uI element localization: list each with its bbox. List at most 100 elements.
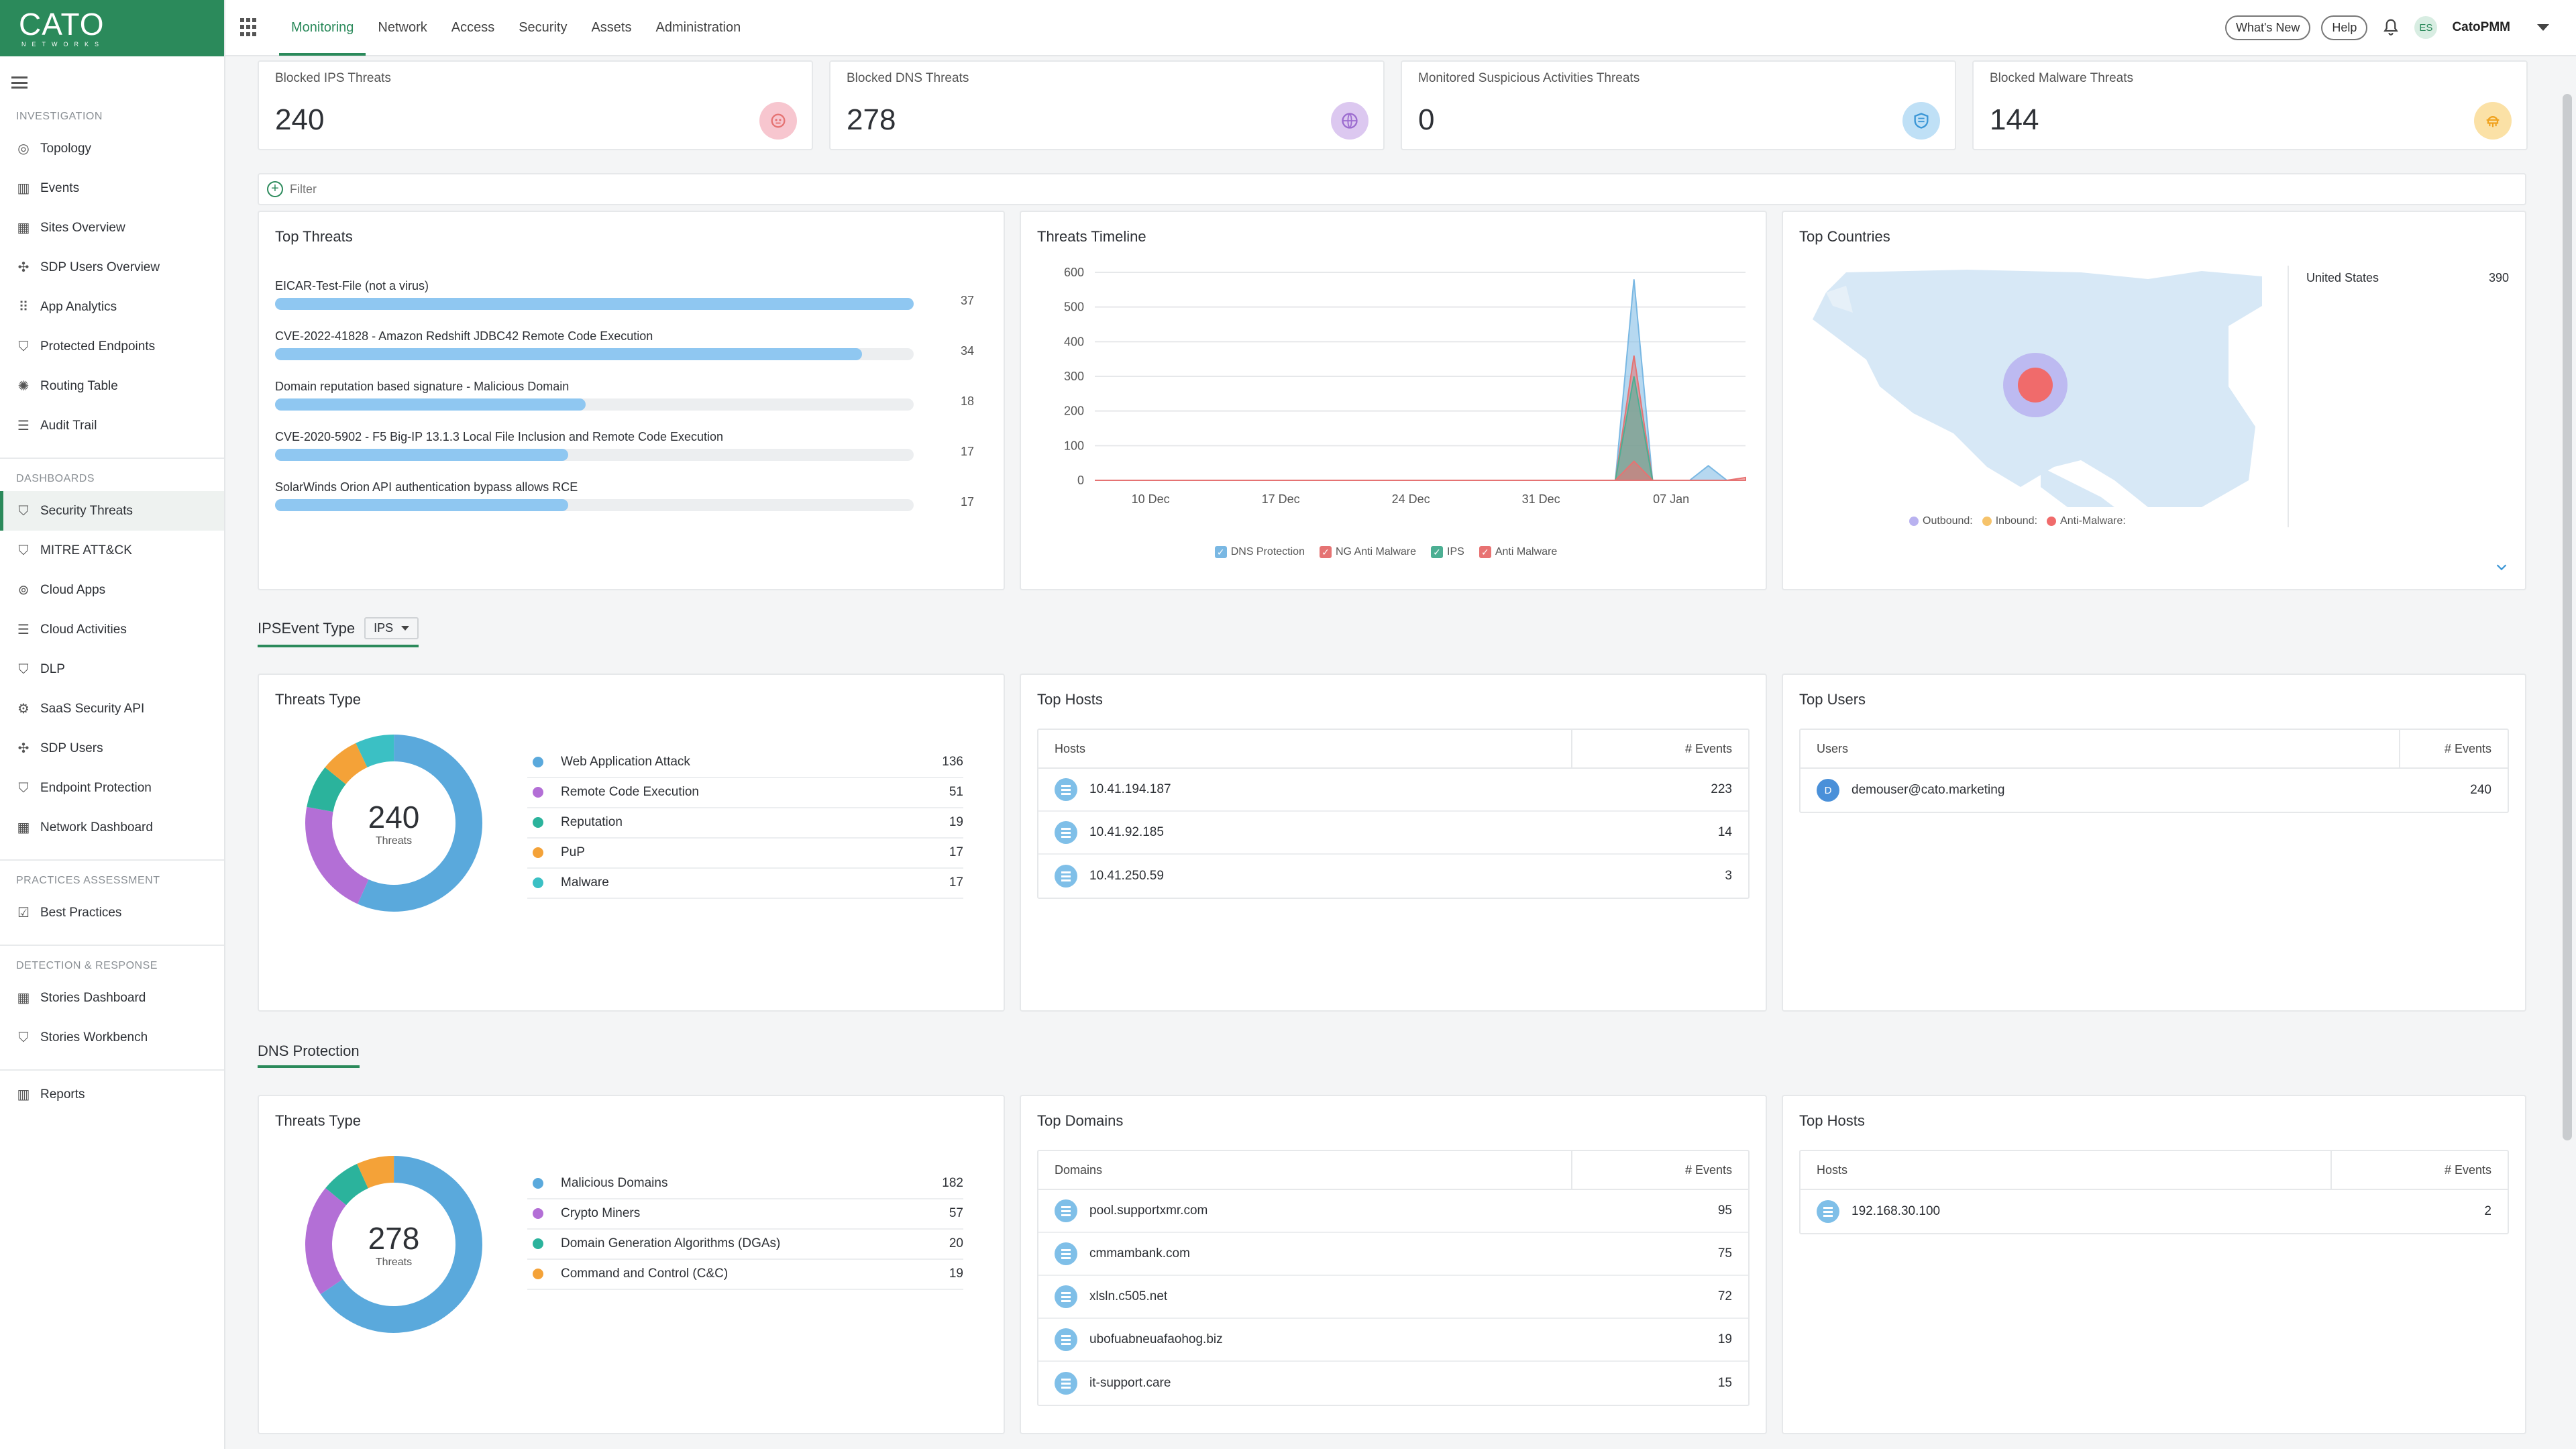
page-scrollbar[interactable] — [2559, 56, 2576, 1449]
legend-row[interactable]: Remote Code Execution 51 — [527, 777, 963, 808]
col-hosts[interactable]: Hosts — [1817, 1163, 1848, 1177]
tab-security[interactable]: Security — [519, 20, 568, 35]
bell-icon[interactable] — [2381, 17, 2401, 38]
world-map[interactable] — [1799, 266, 2269, 507]
table-row[interactable]: 10.41.92.185 14 — [1038, 812, 1748, 855]
col-users[interactable]: Users — [1817, 741, 1849, 755]
stat-card[interactable]: Blocked Malware Threats 144 — [1972, 60, 2528, 150]
filter-bar[interactable]: + Filter — [258, 173, 2526, 205]
sidebar-item-events[interactable]: ▥ Events — [0, 168, 224, 208]
chevron-down-icon[interactable] — [2494, 559, 2509, 574]
table-row[interactable]: it-support.care 15 — [1038, 1362, 1748, 1405]
legend-row[interactable]: Malicious Domains 182 — [527, 1169, 963, 1199]
sidebar-item-endpoint-protection[interactable]: ⛉ Endpoint Protection — [0, 768, 224, 808]
legend-row[interactable]: Malware 17 — [527, 868, 963, 899]
legend-item[interactable]: ✓ Anti Malware — [1479, 546, 1557, 558]
legend-row[interactable]: Reputation 19 — [527, 808, 963, 839]
sidebar-item-app-analytics[interactable]: ⠿ App Analytics — [0, 287, 224, 327]
sidebar-item-stories-workbench[interactable]: ⛉ Stories Workbench — [0, 1018, 224, 1057]
sidebar-item-best-practices[interactable]: ☑ Best Practices — [0, 893, 224, 932]
sidebar-item-topology[interactable]: ◎ Topology — [0, 129, 224, 168]
table-row[interactable]: 10.41.250.59 3 — [1038, 855, 1748, 898]
sidebar-item-mitre-att-ck[interactable]: ⛉ MITRE ATT&CK — [0, 531, 224, 570]
chevron-down-icon[interactable] — [2537, 24, 2549, 31]
cato-logo[interactable]: CATO NETWORKS — [0, 0, 224, 56]
table-row[interactable]: xlsln.c505.net 72 — [1038, 1276, 1748, 1319]
donut-slice[interactable] — [305, 1187, 347, 1295]
donut-slice[interactable] — [325, 743, 368, 785]
donut-slice[interactable] — [320, 1156, 482, 1333]
ips-threats-donut[interactable] — [303, 733, 484, 914]
donut-slice[interactable] — [358, 735, 482, 912]
tab-network[interactable]: Network — [378, 20, 427, 35]
donut-slice[interactable] — [305, 806, 370, 904]
table-row[interactable]: ubofuabneuafaohog.biz 19 — [1038, 1319, 1748, 1362]
threat-row[interactable]: EICAR-Test-File (not a virus) 37 — [275, 279, 987, 327]
stat-card[interactable]: Blocked DNS Threats 278 — [829, 60, 1385, 150]
user-name[interactable]: CatoPMM — [2452, 20, 2510, 34]
map-legend-item[interactable]: Inbound: — [1982, 515, 2037, 527]
checkbox-icon[interactable]: ✓ — [1479, 546, 1491, 558]
map-legend-item[interactable]: Anti-Malware: — [2047, 515, 2126, 527]
avatar[interactable]: ES — [2414, 16, 2438, 39]
sidebar-item-dlp[interactable]: ⛉ DLP — [0, 649, 224, 689]
country-row[interactable]: United States 390 — [2306, 271, 2509, 298]
tab-assets[interactable]: Assets — [591, 20, 632, 35]
sidebar-item-stories-dashboard[interactable]: ▦ Stories Dashboard — [0, 978, 224, 1018]
donut-slice[interactable] — [325, 1163, 369, 1205]
threat-row[interactable]: CVE-2020-5902 - F5 Big-IP 13.1.3 Local F… — [275, 430, 987, 478]
table-row[interactable]: 10.41.194.187 223 — [1038, 769, 1748, 812]
whats-new-button[interactable]: What's New — [2224, 15, 2311, 40]
sidebar-item-routing-table[interactable]: ✺ Routing Table — [0, 366, 224, 406]
donut-slice[interactable] — [356, 735, 394, 768]
threat-row[interactable]: Domain reputation based signature - Mali… — [275, 380, 987, 428]
table-row[interactable]: cmmambank.com 75 — [1038, 1233, 1748, 1276]
tab-monitoring[interactable]: Monitoring — [279, 0, 366, 56]
donut-slice[interactable] — [307, 767, 346, 812]
map-legend-item[interactable]: Outbound: — [1909, 515, 1973, 527]
col-events[interactable]: # Events — [1684, 741, 1732, 755]
sidebar-item-reports[interactable]: ▥ Reports — [0, 1075, 224, 1114]
checkbox-icon[interactable]: ✓ — [1319, 546, 1332, 558]
legend-row[interactable]: Crypto Miners 57 — [527, 1199, 963, 1230]
sidebar-item-protected-endpoints[interactable]: ⛉ Protected Endpoints — [0, 327, 224, 366]
sidebar-item-saas-security-api[interactable]: ⚙ SaaS Security API — [0, 689, 224, 729]
table-row[interactable]: 192.168.30.100 2 — [1801, 1190, 2508, 1233]
help-button[interactable]: Help — [2321, 15, 2368, 40]
scrollbar-thumb[interactable] — [2563, 94, 2572, 1140]
legend-row[interactable]: Command and Control (C&C) 19 — [527, 1259, 963, 1290]
ips-event-type-dropdown[interactable]: IPS — [364, 617, 419, 639]
dns-threats-donut[interactable] — [303, 1154, 484, 1335]
legend-row[interactable]: PuP 17 — [527, 838, 963, 869]
col-events[interactable]: # Events — [2444, 1163, 2491, 1177]
checkbox-icon[interactable]: ✓ — [1431, 546, 1444, 558]
tab-access[interactable]: Access — [451, 20, 495, 35]
table-row[interactable]: pool.supportxmr.com 95 — [1038, 1190, 1748, 1233]
app-launcher-icon[interactable] — [240, 18, 259, 37]
col-hosts[interactable]: Hosts — [1055, 741, 1086, 755]
legend-row[interactable]: Web Application Attack 136 — [527, 747, 963, 778]
stat-card[interactable]: Monitored Suspicious Activities Threats 0 — [1401, 60, 1956, 150]
sidebar-item-sites-overview[interactable]: ▦ Sites Overview — [0, 208, 224, 248]
legend-item[interactable]: ✓ DNS Protection — [1214, 546, 1305, 558]
stat-card[interactable]: Blocked IPS Threats 240 — [258, 60, 813, 150]
legend-item[interactable]: ✓ IPS — [1431, 546, 1464, 558]
col-domains[interactable]: Domains — [1055, 1163, 1103, 1177]
legend-row[interactable]: Domain Generation Algorithms (DGAs) 20 — [527, 1229, 963, 1260]
threat-row[interactable]: CVE-2022-41828 - Amazon Redshift JDBC42 … — [275, 329, 987, 378]
sidebar-item-security-threats[interactable]: ⛉ Security Threats — [0, 491, 224, 531]
sidebar-item-audit-trail[interactable]: ☰ Audit Trail — [0, 406, 224, 445]
sidebar-item-cloud-apps[interactable]: ⊚ Cloud Apps — [0, 570, 224, 610]
hamburger-menu-icon[interactable] — [9, 72, 30, 93]
checkbox-icon[interactable]: ✓ — [1214, 546, 1227, 558]
legend-item[interactable]: ✓ NG Anti Malware — [1319, 546, 1416, 558]
sidebar-item-cloud-activities[interactable]: ☰ Cloud Activities — [0, 610, 224, 649]
threat-row[interactable]: SolarWinds Orion API authentication bypa… — [275, 480, 987, 529]
sidebar-item-network-dashboard[interactable]: ▦ Network Dashboard — [0, 808, 224, 847]
sidebar-item-sdp-users[interactable]: ✣ SDP Users — [0, 729, 224, 768]
tab-administration[interactable]: Administration — [655, 20, 741, 35]
add-filter-icon[interactable]: + — [267, 181, 283, 197]
col-events[interactable]: # Events — [1684, 1163, 1732, 1177]
threats-timeline-chart[interactable]: 0 100 200 300 400 500 600 10 Dec 17 Dec 24 Dec 31 … — [1021, 266, 1766, 588]
